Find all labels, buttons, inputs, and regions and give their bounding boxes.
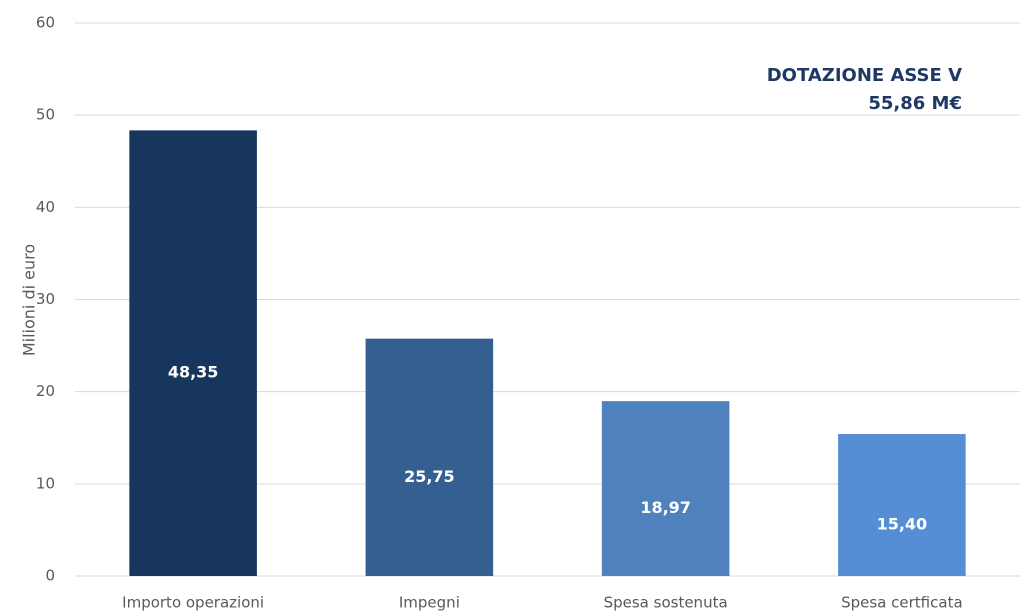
bar xyxy=(601,401,730,576)
y-tick-label: 50 xyxy=(36,106,55,124)
value-label: 48,35 xyxy=(168,363,219,382)
y-tick-label: 40 xyxy=(36,198,55,216)
x-tick-label: Impegni xyxy=(399,594,460,612)
bar xyxy=(838,434,966,576)
value-label: 18,97 xyxy=(640,498,691,517)
bar xyxy=(365,338,494,576)
y-axis-label: Milioni di euro xyxy=(20,244,39,356)
y-tick-label: 30 xyxy=(36,290,55,308)
x-tick-label: Spesa certficata xyxy=(841,594,963,612)
value-label: 25,75 xyxy=(404,467,455,486)
bar xyxy=(129,130,257,577)
y-tick-label: 10 xyxy=(36,474,55,492)
x-tick-label: Spesa sostenuta xyxy=(604,594,728,612)
value-label: 15,40 xyxy=(877,515,928,534)
x-tick-label: Importo operazioni xyxy=(122,594,264,612)
y-tick-label: 60 xyxy=(36,14,55,32)
y-tick-label: 0 xyxy=(45,567,55,585)
annotation: DOTAZIONE ASSE V xyxy=(767,65,962,86)
annotation: 55,86 M€ xyxy=(868,93,962,114)
y-tick-label: 20 xyxy=(36,382,55,400)
